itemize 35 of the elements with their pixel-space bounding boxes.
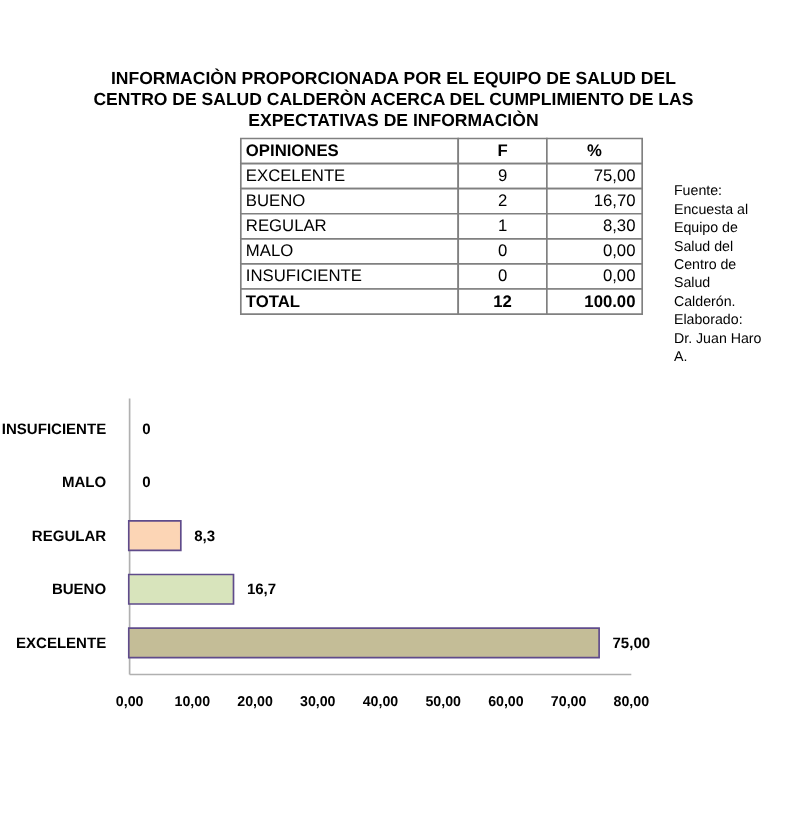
- text: 0,00: [602, 265, 637, 286]
- text: F: [497, 140, 508, 161]
- bar: [127, 627, 600, 659]
- text: EXCELENTE: [245, 165, 347, 186]
- y-tick-label: EXCELENTE: [15, 633, 107, 652]
- text: REGULAR: [245, 215, 327, 236]
- bar: [127, 573, 235, 605]
- y-tick-label: MALO: [61, 473, 107, 492]
- chart-title: INFORMACIÒN PROPORCIONADA POR EL EQUIPO DE SALUD DEL CENTRO DE SALUD CALDERÒN ACERCA DEL CUMPLIMIENTO DE LAS EXPECTATIVAS DE INFORMACIÒN: [93, 68, 694, 130]
- text: %: [587, 140, 604, 161]
- text: OPINIONES: [245, 140, 340, 161]
- data-label: 16,7: [246, 580, 277, 599]
- text: 2: [497, 190, 508, 211]
- y-tick-label: REGULAR: [31, 526, 108, 545]
- text: 0,00: [602, 240, 637, 261]
- y-tick-label: INSUFICIENTE: [1, 419, 107, 438]
- text: MALO: [245, 240, 295, 261]
- data-label: 0: [142, 419, 151, 438]
- text: 0: [497, 265, 508, 286]
- text: 100.00: [584, 290, 637, 311]
- text: BUENO: [245, 190, 307, 211]
- text: TOTAL: [245, 290, 301, 311]
- text: 8,30: [602, 215, 637, 236]
- text: 16,70: [593, 190, 637, 211]
- data-label: 8,3: [194, 526, 216, 545]
- text: 1: [497, 215, 508, 236]
- data-label: 75,00: [612, 633, 651, 652]
- data-label: 0: [142, 473, 151, 492]
- text: 0: [497, 240, 508, 261]
- text: 12: [493, 290, 513, 311]
- y-tick-label: BUENO: [51, 580, 107, 599]
- bar: [127, 520, 182, 552]
- text: 75,00: [593, 165, 637, 186]
- text: INSUFICIENTE: [245, 265, 363, 286]
- text: 9: [497, 165, 508, 186]
